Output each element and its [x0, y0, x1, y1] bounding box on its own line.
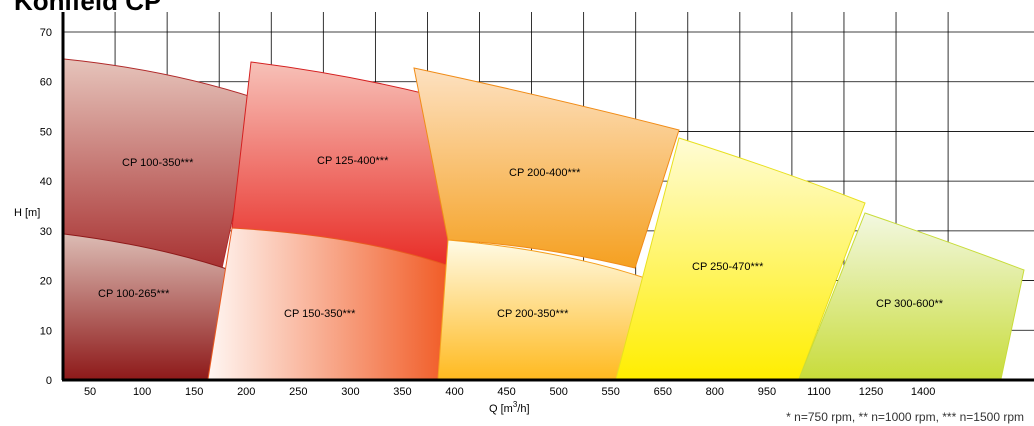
x-tick-label: 300	[341, 386, 359, 398]
x-tick-label: 450	[497, 386, 515, 398]
x-tick-label: 100	[133, 386, 151, 398]
y-tick-label: 20	[40, 276, 52, 288]
x-tick-label: 250	[289, 386, 307, 398]
zone-label-cp-300-600: CP 300-600**	[876, 298, 944, 310]
zone-label-cp-200-400: CP 200-400***	[509, 167, 581, 179]
x-tick-label: 650	[654, 386, 672, 398]
zone-cp-250-470	[615, 137, 866, 380]
x-tick-label: 400	[445, 386, 463, 398]
x-tick-label: 200	[237, 386, 255, 398]
zone-label-cp-150-350: CP 150-350***	[284, 308, 356, 320]
x-axis-label-main: Q [m	[489, 403, 513, 415]
x-tick-label: 50	[84, 386, 96, 398]
x-tick-label: 1100	[807, 386, 831, 398]
x-tick-labels: 50 100 150 200 250 300 350 400 450 500 550 650 800 95…	[84, 386, 935, 398]
x-tick-label: 500	[549, 386, 567, 398]
y-tick-label: 60	[40, 77, 52, 89]
zone-label-cp-100-265: CP 100-265***	[98, 288, 170, 300]
x-tick-label: 950	[758, 386, 776, 398]
y-tick-label: 40	[40, 176, 52, 188]
zone-label-cp-100-350: CP 100-350***	[122, 157, 194, 169]
y-tick-label: 50	[40, 126, 52, 138]
y-tick-label: 10	[40, 325, 52, 337]
zone-label-cp-125-400: CP 125-400***	[317, 155, 389, 167]
pump-zones	[63, 58, 1025, 380]
zone-cp-200-400	[413, 67, 680, 269]
axes	[61, 12, 1034, 382]
zone-label-cp-250-470: CP 250-470***	[692, 261, 764, 273]
x-axis-label: Q [m3/h]	[489, 400, 530, 415]
x-tick-label: 150	[185, 386, 203, 398]
y-tick-label: 30	[40, 226, 52, 238]
x-tick-label: 550	[602, 386, 620, 398]
chart-title: Kohlfeld CP	[14, 0, 162, 16]
x-axis-label-sup: 3	[513, 400, 518, 409]
x-axis-label-tail: /h]	[517, 403, 529, 415]
y-tick-label: 70	[40, 27, 52, 39]
x-tick-label: 350	[393, 386, 411, 398]
y-tick-label: 0	[46, 375, 52, 387]
rpm-footnote: * n=750 rpm, ** n=1000 rpm, *** n=1500 r…	[786, 410, 1024, 424]
x-tick-label: 1400	[911, 386, 935, 398]
x-tick-label: 800	[706, 386, 724, 398]
zone-label-cp-200-350: CP 200-350***	[497, 308, 569, 320]
y-axis-label: H [m]	[14, 207, 40, 219]
y-tick-labels: 0 10 20 30 40 50 60 70	[40, 27, 52, 387]
zone-labels: CP 100-350*** CP 125-400*** CP 200-400**…	[98, 155, 944, 320]
x-tick-label: 1250	[859, 386, 883, 398]
zone-cp-300-600	[798, 212, 1025, 380]
